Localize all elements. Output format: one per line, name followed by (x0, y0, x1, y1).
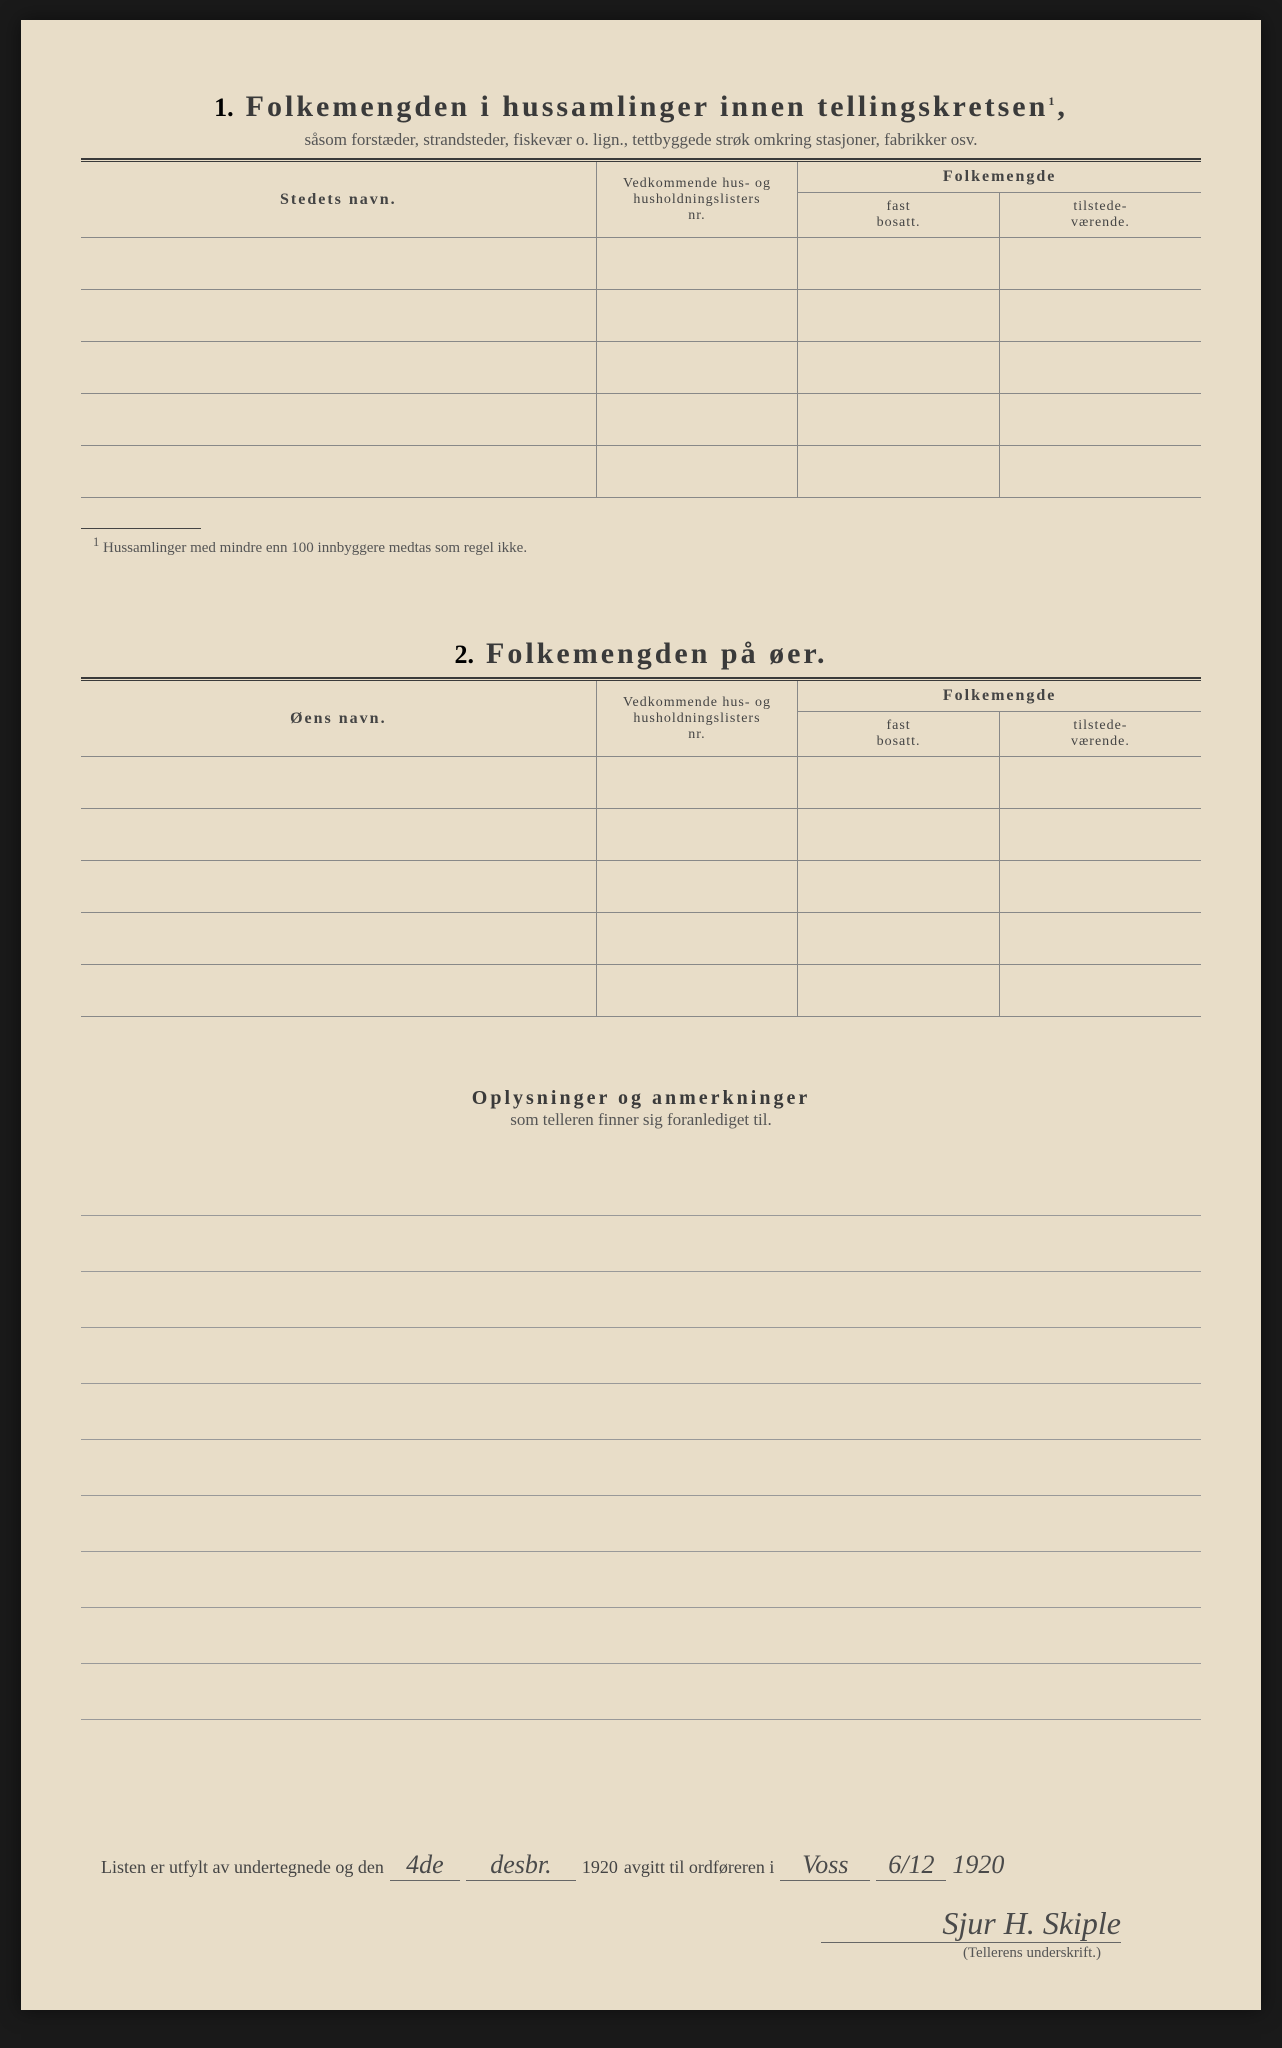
col-folkemengde2: Folkemengde (798, 681, 1201, 712)
section2-number: 2. (455, 640, 475, 669)
sig-year2: 1920 (952, 1850, 1004, 1880)
table-row (81, 809, 1201, 861)
table-row (81, 394, 1201, 446)
footnote-rule (81, 528, 201, 529)
section1-number: 1. (214, 93, 234, 122)
sig-year: 1920 (582, 1857, 618, 1878)
sig-prefix: Listen er utfylt av undertegnede og den (101, 1857, 384, 1878)
section1-main-title: Folkemengden i hussamlinger innen tellin… (246, 90, 1049, 123)
table-row (81, 238, 1201, 290)
section1-title: 1. Folkemengden i hussamlinger innen tel… (81, 90, 1201, 124)
table-row (81, 446, 1201, 498)
ruled-line (81, 1216, 1201, 1272)
ruled-line (81, 1272, 1201, 1328)
table-row (81, 861, 1201, 913)
footnote: 1 Hussamlinger med mindre enn 100 innbyg… (81, 535, 1201, 557)
document-page: 1. Folkemengden i hussamlinger innen tel… (21, 20, 1261, 2010)
table-row (81, 757, 1201, 809)
sig-mid: avgitt til ordføreren i (624, 1857, 774, 1878)
sig-day: 4de (390, 1850, 460, 1881)
sig-date2: 6/12 (876, 1850, 946, 1881)
col-vedkommende: Vedkommende hus- og husholdningslisters … (596, 162, 798, 238)
signature-name: Sjur H. Skiple (821, 1905, 1121, 1943)
table-row (81, 913, 1201, 965)
ruled-line (81, 1552, 1201, 1608)
table-row (81, 965, 1201, 1017)
signature-area: Listen er utfylt av undertegnede og den … (81, 1850, 1201, 1962)
ruled-line (81, 1496, 1201, 1552)
col-oens-navn: Øens navn. (81, 681, 596, 757)
sig-place: Voss (780, 1850, 870, 1881)
sig-month: desbr. (466, 1850, 576, 1881)
signature-line: Listen er utfylt av undertegnede og den … (101, 1850, 1181, 1881)
section1-title-sup: 1 (1048, 94, 1057, 108)
ruled-line (81, 1384, 1201, 1440)
ruled-line (81, 1440, 1201, 1496)
col-vedkommende2: Vedkommende hus- og husholdningslisters … (596, 681, 798, 757)
col-tilstede2: tilstede- værende. (999, 712, 1201, 757)
col-fast: fast bosatt. (798, 193, 1000, 238)
section2-main-title: Folkemengden på øer. (486, 637, 827, 670)
col-stedets-navn: Stedets navn. (81, 162, 596, 238)
col-folkemengde: Folkemengde (798, 162, 1201, 193)
section1-subtitle: såsom forstæder, strandsteder, fiskevær … (81, 130, 1201, 150)
section2-title: 2. Folkemengden på øer. (81, 637, 1201, 671)
table-row (81, 342, 1201, 394)
ruled-line (81, 1608, 1201, 1664)
signature-label: (Tellerens underskrift.) (101, 1945, 1181, 1962)
ruled-line (81, 1328, 1201, 1384)
section3-subtitle: som telleren finner sig foranlediget til… (81, 1110, 1201, 1130)
col-tilstede: tilstede- værende. (999, 193, 1201, 238)
table-row (81, 290, 1201, 342)
col-fast2: fast bosatt. (798, 712, 1000, 757)
section2: 2. Folkemengden på øer. Øens navn. Vedko… (81, 637, 1201, 1017)
notes-lines (81, 1160, 1201, 1720)
ruled-line (81, 1160, 1201, 1216)
signature-name-wrap: Sjur H. Skiple (101, 1905, 1181, 1943)
section1-table: Stedets navn. Vedkommende hus- og hushol… (81, 162, 1201, 498)
ruled-line (81, 1664, 1201, 1720)
section2-table: Øens navn. Vedkommende hus- og husholdni… (81, 681, 1201, 1017)
section3-title: Oplysninger og anmerkninger (81, 1087, 1201, 1110)
